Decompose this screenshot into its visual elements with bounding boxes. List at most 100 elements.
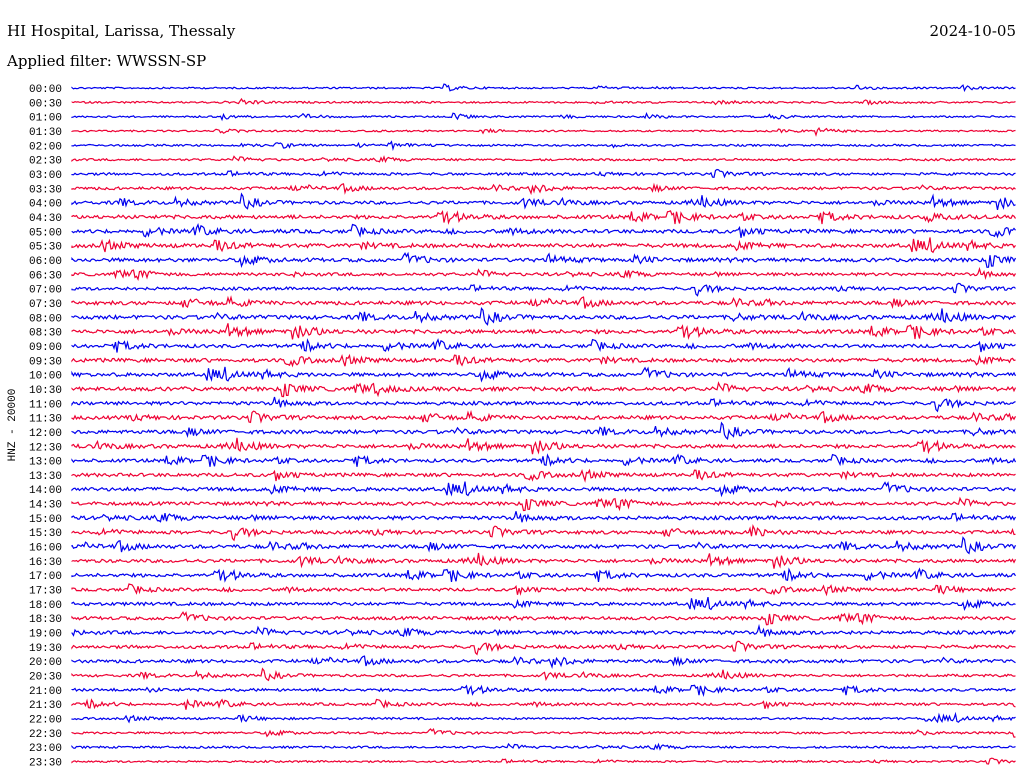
time-tick-label: 18:30 [29,614,62,626]
seismic-trace [71,155,1016,164]
time-tick-label: 04:00 [29,199,62,211]
time-tick-label: 05:00 [29,227,62,239]
time-tick-label: 01:30 [29,127,62,139]
seismic-trace [71,126,1016,137]
time-tick-label: 07:00 [29,285,62,297]
seismic-trace [71,168,1016,179]
time-tick-label: 00:30 [29,98,62,110]
seismic-trace [71,711,1016,724]
seismic-trace [71,97,1016,106]
time-tick-label: 12:00 [29,428,62,440]
time-tick-label: 10:30 [29,385,62,397]
seismic-trace [71,111,1016,122]
time-tick-label: 22:00 [29,715,62,727]
seismic-trace [71,757,1016,765]
time-tick-label: 08:00 [29,313,62,325]
seismic-trace [71,611,1016,626]
time-tick-label: 06:00 [29,256,62,268]
seismic-trace [71,396,1016,413]
seismic-trace [71,437,1016,455]
seismic-trace [71,481,1017,498]
seismic-trace [71,655,1016,669]
time-tick-label: 08:30 [29,328,62,340]
seismic-trace [71,353,1016,368]
seismic-trace [71,552,1017,569]
seismic-trace [71,381,1017,398]
time-tick-label: 16:30 [29,557,62,569]
filter-label: Applied filter: WWSSN-SP [6,52,206,70]
y-axis-label: HNZ - 20000 [7,389,19,462]
time-tick-label: 12:30 [29,442,62,454]
seismic-trace [71,306,1016,326]
trace-rows: 00:00 00:30 01:00 01:30 02:00 02:30 03:00 03:30… [29,83,1017,770]
seismic-trace [71,338,1016,353]
time-tick-label: 22:30 [29,729,62,741]
seismic-trace [71,583,1016,597]
seismic-trace [71,323,1016,341]
time-tick-label: 23:30 [29,758,62,770]
record-date: 2024-10-05 [930,22,1016,40]
time-tick-label: 20:30 [29,672,62,684]
seismic-trace [71,536,1017,555]
time-tick-label: 18:00 [29,600,62,612]
seismic-trace [71,192,1016,211]
seismic-trace [71,468,1016,483]
time-tick-label: 15:30 [29,528,62,540]
seismic-trace [71,282,1016,297]
time-tick-label: 19:30 [29,643,62,655]
seismic-trace [71,409,1017,424]
seismic-trace [71,223,1016,239]
time-tick-label: 19:00 [29,629,62,641]
seismic-trace [71,421,1017,440]
seismic-trace [71,742,1016,751]
seismic-trace [71,295,1016,310]
seismic-trace [71,728,1016,738]
time-tick-label: 07:30 [29,299,62,311]
seismic-trace [71,83,1016,93]
time-tick-label: 05:30 [29,242,62,254]
time-tick-label: 04:30 [29,213,62,225]
time-tick-label: 03:30 [29,184,62,196]
time-tick-label: 14:30 [29,500,62,512]
time-tick-label: 00:00 [29,84,62,96]
time-tick-label: 09:30 [29,356,62,368]
seismic-trace [71,453,1017,467]
station-title: HI Hospital, Larissa, Thessaly [7,22,236,40]
seismic-trace [71,684,1016,697]
time-tick-label: 02:30 [29,156,62,168]
seismic-trace [71,266,1017,282]
time-tick-label: 06:30 [29,270,62,282]
seismic-trace [71,496,1016,512]
time-tick-label: 02:00 [29,141,62,153]
time-tick-label: 15:00 [29,514,62,526]
time-tick-label: 20:00 [29,657,62,669]
seismic-trace [71,251,1017,268]
time-tick-label: 14:00 [29,485,62,497]
seismic-trace [71,523,1016,542]
time-tick-label: 17:30 [29,586,62,598]
seismic-trace [71,140,1016,152]
seismic-trace [71,182,1016,196]
seismic-trace [71,640,1016,656]
time-tick-label: 13:30 [29,471,62,483]
seismic-trace [71,623,1016,638]
time-tick-label: 01:00 [29,113,62,125]
seismic-trace [71,596,1016,611]
seismic-trace [71,698,1016,710]
seismic-trace [71,237,1016,254]
time-tick-label: 10:00 [29,371,62,383]
seismic-trace [71,667,1016,682]
time-tick-label: 17:00 [29,571,62,583]
time-tick-label: 13:00 [29,457,62,469]
time-tick-label: 21:00 [29,686,62,698]
seismic-trace [71,366,1017,383]
time-tick-label: 11:30 [29,414,62,426]
time-tick-label: 21:30 [29,700,62,712]
time-tick-label: 16:00 [29,543,62,555]
seismic-trace [71,209,1017,225]
time-tick-label: 23:00 [29,743,62,755]
time-tick-label: 09:00 [29,342,62,354]
time-tick-label: 11:00 [29,399,62,411]
time-tick-label: 03:00 [29,170,62,182]
